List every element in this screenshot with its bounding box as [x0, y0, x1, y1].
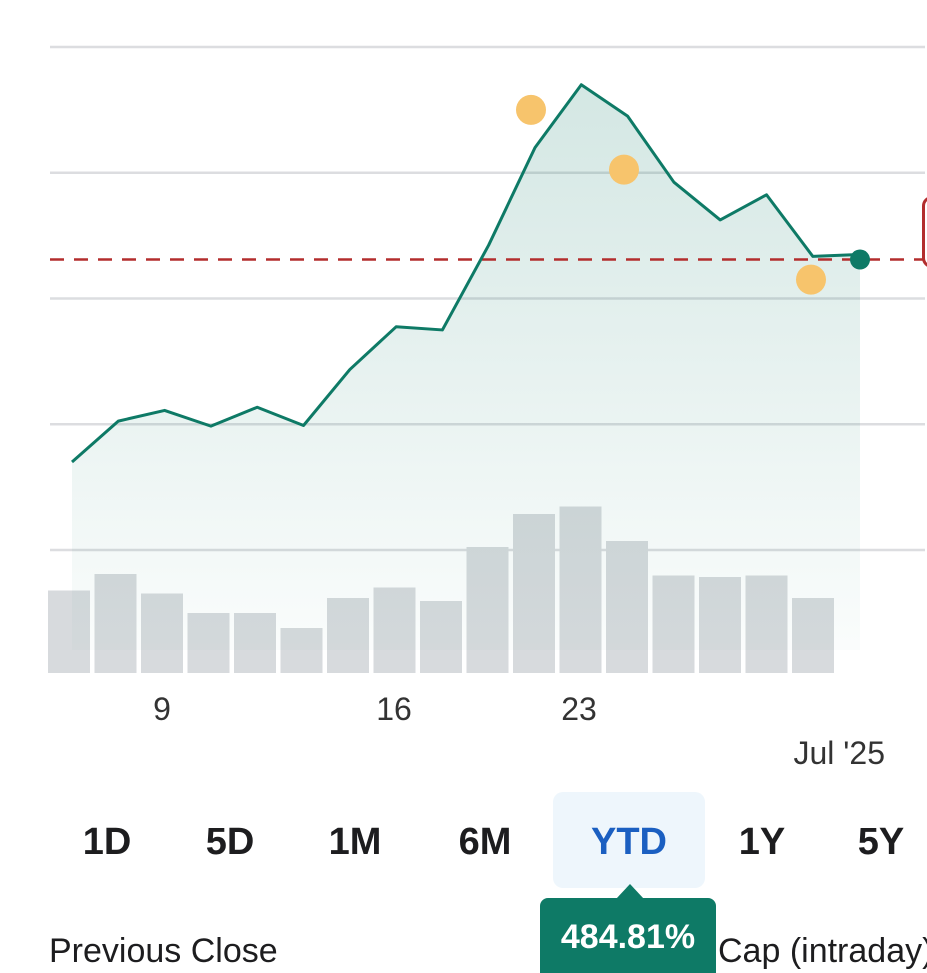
- range-tab-1y[interactable]: 1Y: [738, 821, 786, 863]
- range-tab-1d[interactable]: 1D: [82, 821, 132, 863]
- event-marker[interactable]: [796, 264, 826, 295]
- current-price-tag: [922, 196, 927, 268]
- badge-pointer: [616, 884, 644, 899]
- previous-close-label: Previous Close: [49, 932, 278, 970]
- range-tab-5y[interactable]: 5Y: [857, 821, 905, 863]
- x-tick-label: 16: [376, 691, 412, 727]
- return-badge: 484.81%: [540, 898, 716, 973]
- price-area-fill: [72, 84, 860, 651]
- x-tick-label: 23: [561, 691, 597, 727]
- range-selector: 1D 5D 1M 6M YTD 1Y 5Y: [0, 792, 927, 892]
- price-chart: 9 16 23 Jul '25: [48, 45, 925, 771]
- range-tab-6m[interactable]: 6M: [458, 821, 512, 863]
- period-label: Jul '25: [794, 735, 886, 771]
- event-marker[interactable]: [609, 154, 639, 185]
- range-tab-ytd[interactable]: YTD: [553, 792, 705, 888]
- return-badge-text: 484.81%: [560, 918, 696, 956]
- price-area: [72, 84, 860, 651]
- market-cap-label: Cap (intraday): [718, 932, 927, 970]
- event-marker[interactable]: [516, 94, 546, 125]
- x-axis-ticks: 9 16 23: [153, 691, 597, 727]
- x-tick-label: 9: [153, 691, 171, 727]
- event-markers[interactable]: [516, 94, 826, 295]
- range-tab-5d[interactable]: 5D: [205, 821, 255, 863]
- range-tab-1m[interactable]: 1M: [328, 821, 382, 863]
- last-price-dot: [850, 249, 870, 270]
- price-line-group: [71, 83, 870, 464]
